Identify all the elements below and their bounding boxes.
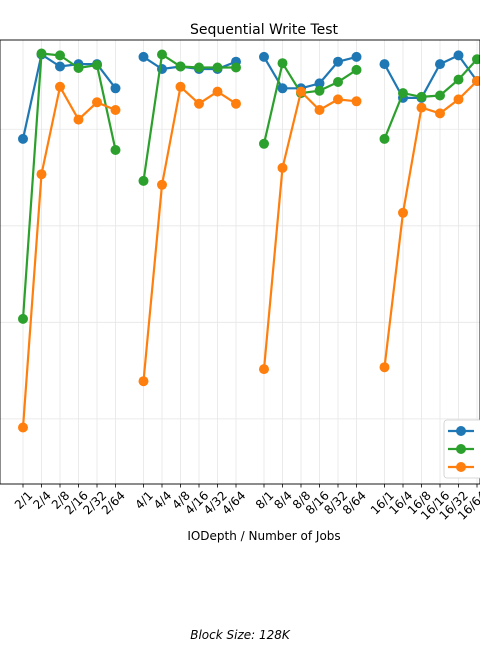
data-point <box>333 77 343 87</box>
data-point <box>453 94 464 105</box>
legend-swatch-marker <box>456 462 466 472</box>
data-point <box>314 105 325 115</box>
data-point <box>296 86 306 97</box>
data-point <box>138 376 149 387</box>
data-point <box>277 58 288 69</box>
data-point <box>55 50 65 61</box>
data-point <box>138 51 149 62</box>
series-line <box>21 83 116 428</box>
data-point <box>231 62 241 73</box>
data-point <box>175 81 186 92</box>
data-point <box>259 51 269 62</box>
data-point <box>212 86 223 97</box>
data-point <box>314 85 325 96</box>
data-point <box>453 50 464 61</box>
data-point <box>110 83 121 94</box>
data-point <box>73 114 84 125</box>
data-point <box>435 108 445 119</box>
data-point <box>18 133 28 144</box>
x-tick-labels: 2/12/42/82/162/322/64 4/14/44/84/164/324/… <box>12 484 480 523</box>
data-point <box>259 364 269 375</box>
data-point <box>351 64 362 75</box>
data-point <box>472 54 480 65</box>
data-point <box>157 49 167 60</box>
data-point <box>259 138 269 149</box>
series-line <box>21 52 117 319</box>
data-point <box>55 81 65 92</box>
data-point <box>453 74 464 85</box>
data-point <box>36 48 47 59</box>
data-point <box>398 207 408 218</box>
data-point <box>110 145 121 155</box>
data-point <box>92 97 102 108</box>
data-point <box>379 133 390 144</box>
series-line <box>142 84 237 382</box>
data-point <box>92 60 102 71</box>
data-point <box>314 78 325 89</box>
legend-swatch-marker <box>456 426 466 436</box>
data-point <box>398 88 408 99</box>
data-point <box>18 313 28 324</box>
series-2 <box>18 48 480 324</box>
data-point <box>110 105 121 115</box>
legend <box>443 419 480 479</box>
data-point <box>472 76 480 86</box>
data-point <box>212 62 223 73</box>
x-axis-label: IODepth / Number of Jobs <box>187 529 340 543</box>
data-point <box>36 169 47 180</box>
data-point <box>333 94 343 105</box>
data-point <box>18 422 28 433</box>
block-size-caption: Block Size: 128K <box>190 628 290 642</box>
data-point <box>379 362 390 373</box>
chart-title: Sequential Write Test <box>190 22 339 38</box>
data-point <box>157 179 167 190</box>
data-point <box>379 59 390 70</box>
data-point <box>416 102 427 113</box>
data-point <box>416 91 427 102</box>
data-point <box>351 96 362 107</box>
legend-swatch-marker <box>456 444 466 454</box>
series-line <box>262 89 357 370</box>
series-line <box>383 80 478 368</box>
data-point <box>194 98 204 109</box>
series-line <box>142 52 236 182</box>
data-point <box>194 62 204 73</box>
series-1 <box>18 49 480 144</box>
data-point <box>138 175 149 186</box>
series-layer <box>18 48 480 433</box>
series-3 <box>18 76 480 433</box>
data-point <box>435 90 445 101</box>
data-point <box>351 51 362 62</box>
data-point <box>277 162 288 173</box>
data-point <box>175 61 186 72</box>
data-point <box>55 61 65 72</box>
data-point <box>73 63 84 73</box>
series-line <box>262 60 358 145</box>
data-point <box>435 59 445 70</box>
data-point <box>231 98 241 109</box>
data-point <box>333 56 343 67</box>
data-point <box>277 83 288 94</box>
plot-frame <box>0 39 480 485</box>
